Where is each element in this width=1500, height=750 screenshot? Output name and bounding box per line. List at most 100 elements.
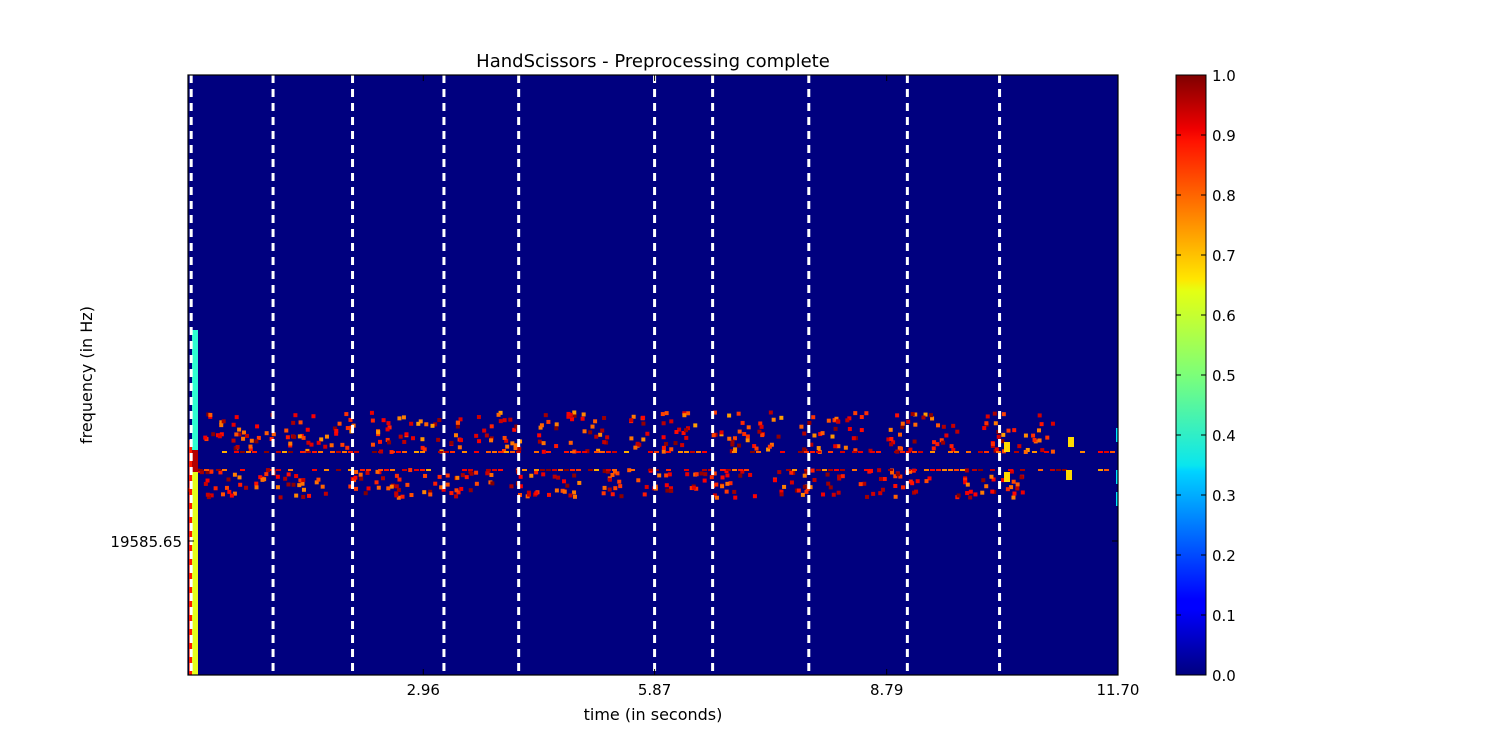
spectrogram-cell	[657, 473, 662, 478]
x-tick-label: 2.96	[407, 681, 440, 699]
spectrogram-cell	[779, 415, 784, 420]
spectrogram-cell	[661, 421, 666, 426]
spectrogram-cell	[482, 428, 487, 433]
spectrogram-cell	[453, 433, 458, 438]
spectrogram-cell	[758, 421, 763, 426]
spectrogram-cell	[665, 488, 670, 493]
spectrogram-cell	[804, 469, 809, 471]
spectrogram-cell	[828, 485, 833, 490]
spectrogram-cell	[1037, 413, 1042, 418]
spectrogram-cell	[724, 489, 729, 494]
spectrogram-cell	[730, 442, 735, 447]
spectrogram-cell	[598, 432, 603, 437]
x-axis-label: time (in seconds)	[584, 705, 723, 724]
spectrogram-cell	[664, 411, 669, 416]
spectrogram-cell	[468, 469, 473, 474]
spectrogram-cell	[449, 440, 454, 445]
spectrogram-cell	[924, 479, 929, 484]
spectrogram-cell	[505, 444, 510, 449]
spectrogram-cell	[727, 413, 732, 418]
spectrogram-cell	[1008, 469, 1013, 471]
spectrogram-cell	[385, 437, 390, 442]
spectrogram-cell	[1098, 451, 1103, 453]
spectrogram-cell	[808, 485, 813, 490]
spectrogram-cell	[286, 472, 291, 477]
spectrogram-cell	[993, 421, 998, 426]
spectrogram-cell	[802, 431, 807, 436]
spectrogram-cell	[284, 428, 289, 433]
spectrogram-cell	[602, 440, 607, 445]
spectrogram-cell	[455, 475, 460, 480]
spectrogram-cell	[681, 431, 686, 436]
spectrogram-cell	[949, 444, 954, 449]
spectrogram-cell	[588, 430, 593, 435]
spectrogram-cell	[914, 489, 919, 494]
spectrogram-cell	[384, 469, 389, 471]
spectrogram-cell	[951, 423, 956, 428]
spectrogram-cell	[1039, 422, 1044, 427]
spectrogram-cell	[402, 439, 407, 444]
spectrogram-cell	[241, 436, 246, 441]
spectrogram-cell	[661, 435, 666, 440]
spectrogram-cell	[748, 472, 753, 477]
spectrogram-cell	[678, 451, 683, 453]
spectrogram-cell	[541, 441, 546, 446]
spectrogram-cell	[381, 418, 386, 423]
spectrogram-cell	[513, 446, 518, 451]
spectrogram-cell	[606, 469, 611, 471]
spectrogram-cell	[306, 451, 311, 453]
spectrogram-cell	[840, 469, 845, 471]
spectrogram-cell	[669, 419, 674, 424]
spectrogram-cell	[910, 412, 915, 417]
spectrogram-cell	[673, 441, 678, 446]
spectrogram-cell	[756, 451, 761, 453]
colorbar-tick-label: 0.8	[1212, 187, 1236, 205]
spectrogram-cell	[826, 418, 831, 423]
spectrogram-cell	[1015, 482, 1020, 487]
spectrogram-cell	[895, 472, 900, 477]
spectrogram-cell	[694, 486, 699, 491]
spectrogram-cell	[262, 477, 267, 482]
spectrogram-cell	[554, 422, 559, 427]
spectrogram-cell	[728, 481, 733, 486]
spectrogram-cell	[366, 469, 371, 471]
spectrogram-cell	[782, 484, 787, 489]
spectrogram-cell	[600, 451, 605, 453]
colorbar-tick-label: 1.0	[1212, 67, 1236, 85]
spectrogram-cell	[342, 451, 347, 453]
spectrogram-cell	[654, 469, 659, 471]
spectrogram-cell	[1004, 472, 1010, 482]
spectrogram-cell	[852, 451, 857, 453]
spectrogram-cell	[537, 439, 542, 444]
spectrogram-cell	[845, 418, 850, 423]
spectrogram-cell	[968, 495, 973, 500]
spectrogram-cell	[908, 447, 913, 452]
spectrogram-cell	[409, 421, 414, 426]
spectrogram-cell	[612, 469, 617, 471]
spectrogram-cell	[629, 418, 634, 423]
spectrogram-cell	[804, 451, 809, 453]
spectrogram-cell	[602, 415, 607, 420]
spectrogram-cell	[182, 481, 186, 485]
spectrogram-cell	[301, 494, 306, 499]
spectrogram-cell	[414, 451, 419, 453]
spectrogram-cell	[965, 491, 970, 496]
spectrogram-cell	[276, 451, 281, 453]
spectrogram-cell	[205, 478, 210, 483]
spectrogram-cell	[198, 469, 203, 471]
spectrogram-cell	[812, 433, 817, 438]
spectrogram-cell	[291, 482, 296, 487]
spectrogram-cell	[183, 493, 187, 497]
spectrogram-cell	[712, 471, 717, 476]
spectrogram-cell	[1056, 469, 1061, 471]
spectrogram-cell	[1037, 438, 1042, 443]
spectrogram-cell	[344, 412, 349, 417]
spectrogram-cell	[738, 473, 743, 478]
spectrogram-cell	[913, 412, 918, 417]
spectrogram-cell	[779, 489, 784, 494]
spectrogram-cell	[816, 451, 821, 453]
spectrogram-cell	[1004, 442, 1010, 452]
spectrogram-cell	[615, 471, 620, 476]
spectrogram-cell	[337, 421, 342, 426]
spectrogram-cell	[232, 491, 237, 496]
